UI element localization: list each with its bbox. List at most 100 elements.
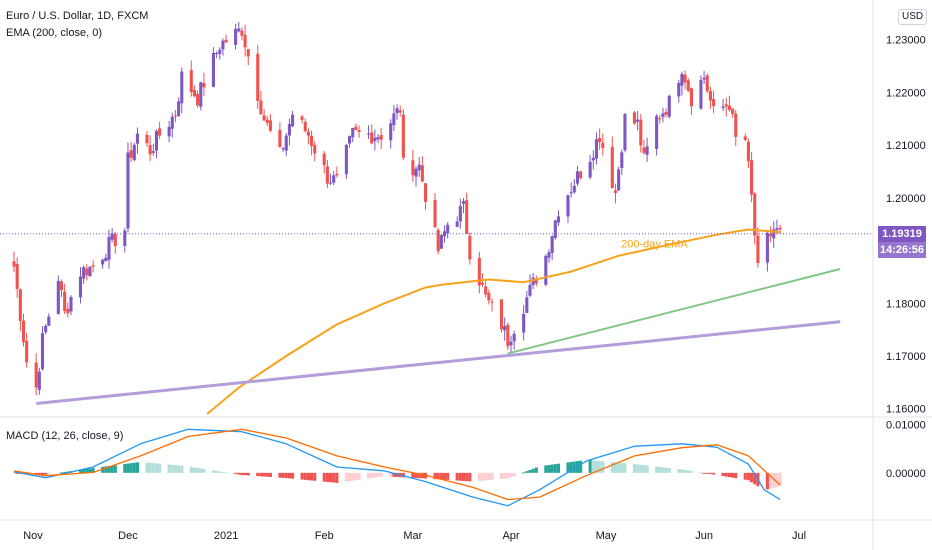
candle-body (148, 145, 152, 155)
macd-histogram-bar (753, 472, 757, 485)
macd-histogram-bar (778, 472, 782, 486)
candle-body (224, 39, 228, 43)
macd-histogram-bar (265, 472, 269, 477)
candle-body (411, 160, 415, 176)
candle-body (594, 139, 599, 159)
macd-histogram-bar (446, 472, 450, 480)
macd-histogram-bar (639, 464, 643, 473)
price-tick-label: 1.21000 (886, 140, 926, 152)
candle-body (525, 297, 529, 313)
candle-body (199, 82, 203, 107)
macd-histogram-bar (268, 472, 272, 477)
macd-histogram-bar (686, 470, 690, 473)
macd-histogram-bar (731, 472, 735, 478)
candle-body (211, 52, 215, 87)
macd-histogram-bar (613, 462, 618, 473)
macd-histogram-bar (556, 463, 561, 473)
macd-histogram-bar (727, 472, 731, 478)
macd-histogram-bar (287, 472, 291, 479)
macd-histogram-bar (221, 471, 225, 473)
candle-body (772, 229, 776, 239)
macd-histogram-bar (192, 467, 196, 473)
macd-histogram-bar (379, 472, 383, 477)
macd-histogram-bar (224, 472, 228, 474)
candle-body (177, 101, 181, 117)
macd-histogram-bar (370, 472, 374, 479)
macd-histogram-bar (572, 461, 576, 473)
candle-body (104, 257, 108, 262)
candle-body (281, 148, 285, 150)
time-tick-label: Mar (403, 530, 422, 542)
candle-body (303, 121, 307, 132)
macd-histogram-bar (310, 472, 314, 481)
candle-body (37, 371, 41, 390)
candle-body (180, 71, 184, 104)
time-tick-label: 2021 (214, 530, 238, 542)
candle-body (335, 173, 339, 176)
time-tick-label: Dec (118, 530, 138, 542)
macd-histogram-bar (234, 472, 238, 474)
candle-body (268, 120, 272, 131)
candle-body (78, 276, 83, 298)
candle-body (721, 106, 725, 109)
macd-histogram-bar (525, 471, 529, 473)
candle-body (392, 113, 396, 126)
macd-histogram-bar (113, 465, 117, 473)
candle-body (689, 88, 693, 107)
macd-histogram-bar (344, 472, 348, 482)
candle-body (325, 166, 329, 184)
candle-body (414, 168, 418, 177)
candle-body (680, 73, 684, 86)
time-tick-label: Jul (792, 530, 806, 542)
macd-histogram-bar (632, 464, 637, 473)
macd-histogram-bar (104, 466, 108, 473)
macd-histogram-bar (395, 472, 399, 477)
macd-histogram-bar (129, 463, 133, 473)
candle-body (734, 113, 738, 137)
macd-histogram-bar (56, 472, 60, 474)
macd-histogram-bar (291, 472, 295, 479)
candle-body (623, 113, 627, 151)
currency-button[interactable]: USD (898, 9, 928, 25)
last-price-tag: 1.19319 (878, 225, 926, 242)
macd-histogram-bar (354, 472, 358, 481)
candle-body (284, 135, 288, 151)
candle-body (332, 175, 336, 183)
candle-body (702, 77, 706, 80)
candle-body (40, 333, 45, 370)
macd-histogram-bar (569, 461, 573, 473)
price-tick-label: 1.17000 (886, 351, 926, 363)
candle-body (727, 105, 731, 110)
macd-histogram-bar (262, 472, 266, 477)
macd-histogram-bar (417, 472, 421, 479)
candle-body (544, 255, 548, 285)
macd-legend: MACD (12, 26, close, 9) (6, 430, 124, 442)
candle-body (167, 126, 171, 137)
candle-body (636, 119, 640, 122)
macd-histogram-bar (34, 472, 38, 475)
candle-body (192, 90, 196, 97)
macd-histogram-bar (636, 464, 640, 473)
candle-body (44, 325, 48, 333)
candle-body (455, 221, 459, 227)
candle-body (329, 182, 333, 184)
macd-histogram-bar (480, 472, 485, 481)
macd-histogram-bar (376, 472, 380, 478)
macd-histogram-bar (88, 468, 92, 473)
macd-histogram-bar (167, 464, 171, 473)
candle-body (63, 291, 67, 311)
price-tick-label: 1.20000 (886, 193, 926, 205)
macd-histogram-bar (683, 469, 687, 473)
candle-body (598, 137, 602, 143)
candle-body (88, 266, 92, 277)
candle-body (265, 119, 269, 123)
candle-body (617, 169, 621, 191)
macd-histogram-bar (126, 463, 130, 473)
macd-histogram-bar (135, 462, 140, 473)
candle-body (528, 284, 532, 296)
macd-histogram-bar (708, 472, 712, 474)
time-tick-label: Apr (502, 530, 519, 542)
macd-histogram-bar (401, 472, 405, 478)
candle-body (15, 263, 19, 289)
